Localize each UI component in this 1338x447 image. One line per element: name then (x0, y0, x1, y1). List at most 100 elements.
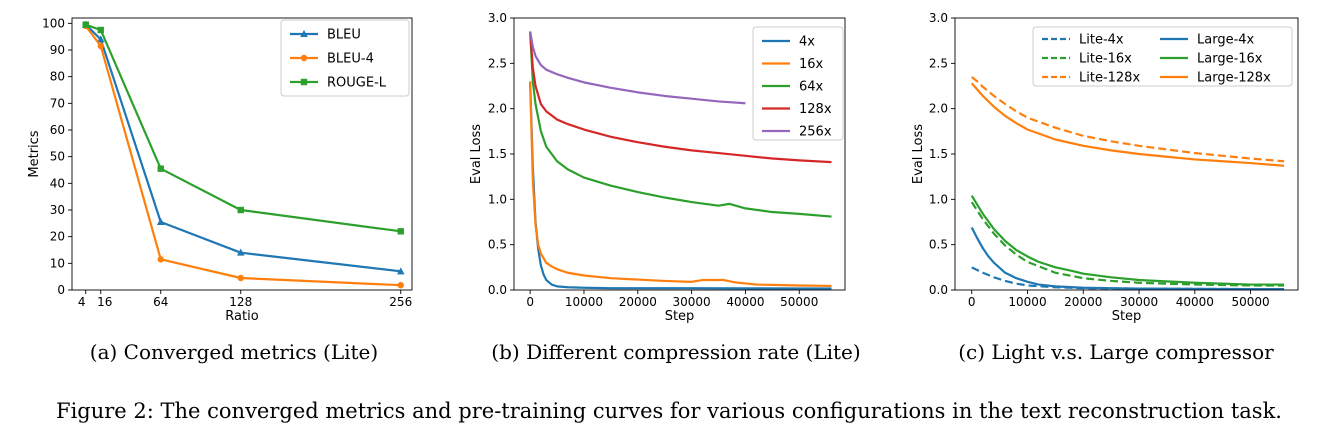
series-group-b (529, 31, 832, 290)
legend-box-b (752, 26, 844, 141)
legend-label-b-128x: 128x (799, 102, 832, 117)
series-line-b-128x (529, 31, 832, 164)
y-tick-label-c-3: 1.5 (929, 147, 948, 161)
y-axis-label-a: Metrics (27, 130, 42, 177)
panel-b-compression-rate: 0 10000 20000 30000 40000 50000 0.0 0.5 1.0 1.5 2.… (469, 11, 846, 324)
point-a-bleu-4-3 (237, 274, 244, 282)
legend-label-c-lite-16x: Lite-16x (1079, 52, 1132, 67)
point-a-rouge-l-3 (237, 206, 244, 214)
y-tick-label-c-4: 2.0 (929, 102, 948, 116)
y-tick-label-c-6: 3.0 (929, 11, 948, 25)
x-tick-label-b-4: 40000 (726, 295, 764, 309)
legend-label-c-large-16x: Large-16x (1197, 52, 1263, 67)
x-tick-label-a-3: 128 (229, 295, 252, 309)
y-tick-label-b-3: 1.5 (488, 147, 507, 161)
y-tick-label-a-4: 40 (50, 176, 65, 190)
y-tick-label-a-6: 60 (50, 123, 65, 137)
y-tick-label-c-5: 2.5 (929, 56, 948, 70)
point-a-rouge-l-4 (397, 228, 404, 235)
y-tick-label-b-5: 2.5 (488, 56, 507, 70)
legend-label-a-bleu: BLEU (327, 28, 361, 43)
point-a-bleu-1 (96, 35, 105, 43)
legend-label-b-4x: 4x (799, 35, 815, 50)
series-line-b-16x (529, 81, 832, 288)
y-tick-label-a-8: 80 (50, 70, 65, 84)
y-tick-label-a-5: 50 (50, 150, 65, 164)
panel-a-converged-metrics: 4 16 64 128 256 0 10 20 30 40 50 60 70 80 90 100 Ratio Me… (27, 16, 413, 324)
point-a-rouge-l-1 (97, 26, 104, 34)
series-line-c-large-4x (970, 226, 1285, 291)
x-tick-label-a-2: 64 (153, 295, 168, 309)
legend-label-a-rouge-l: ROUGE-L (327, 76, 387, 91)
series-line-c-lite-128x (971, 76, 1285, 163)
x-tick-label-c-0: 0 (968, 295, 976, 309)
figure-caption: Figure 2: The converged metrics and pre-… (56, 399, 1282, 423)
legend-c: Lite-4x Lite-16x Lite-128x Large-4x Large-16… (1032, 26, 1293, 87)
y-tick-label-c-2: 1.0 (929, 192, 948, 206)
caption-a: (a) Converged metrics (Lite) (90, 340, 378, 364)
x-tick-label-c-5: 50000 (1231, 295, 1269, 309)
y-tick-label-c-1: 0.5 (929, 238, 948, 252)
point-a-rouge-l-0 (82, 21, 89, 28)
point-a-bleu-4-1 (97, 42, 104, 50)
point-a-bleu-2 (156, 218, 165, 225)
caption-b: (b) Different compression rate (Lite) (491, 340, 860, 364)
y-tick-label-b-1: 0.5 (488, 238, 507, 252)
x-tick-label-c-2: 20000 (1064, 295, 1102, 309)
y-tick-label-b-6: 3.0 (488, 11, 507, 25)
legend-box-c (1032, 26, 1293, 87)
point-a-rouge-l-2 (157, 165, 164, 172)
x-tick-label-a-4: 256 (389, 295, 412, 309)
x-tick-label-c-3: 30000 (1120, 295, 1158, 309)
y-tick-label-a-2: 20 (50, 230, 65, 244)
series-group-a (81, 20, 405, 289)
legend-label-b-256x: 256x (799, 125, 832, 140)
legend-marker-a-bleu (300, 30, 308, 37)
legend-b: 4x 16x 64x 128x 256x (752, 26, 844, 141)
y-tick-label-b-2: 1.0 (488, 192, 507, 206)
x-tick-label-c-1: 10000 (1008, 295, 1046, 309)
legend-label-b-16x: 16x (799, 57, 824, 72)
legend-label-c-large-128x: Large-128x (1197, 71, 1271, 86)
legend-a: BLEU BLEU-4 ROUGE-L (280, 19, 410, 97)
point-a-bleu-4-2 (157, 256, 164, 263)
y-tick-label-c-0: 0.0 (929, 283, 948, 297)
x-tick-label-a-0: 4 (78, 295, 86, 309)
legend-label-b-64x: 64x (799, 80, 824, 95)
legend-label-c-lite-4x: Lite-4x (1079, 33, 1124, 48)
y-tick-label-a-1: 10 (50, 256, 65, 270)
x-tick-label-c-4: 40000 (1176, 295, 1214, 309)
y-tick-label-b-0: 0.0 (488, 283, 507, 297)
legend-box-a (280, 19, 410, 97)
point-a-bleu-4-4 (397, 282, 404, 289)
axes-frame-a (71, 17, 413, 291)
y-axis-label-c: Eval Loss (911, 124, 926, 184)
series-line-b-64x (529, 31, 832, 218)
x-axis-label-b: Step (665, 309, 695, 324)
series-line-b-256x (529, 31, 746, 105)
x-axis-label-c: Step (1112, 309, 1142, 324)
panel-c-light-vs-large: 0 10000 20000 30000 40000 50000 0.0 0.5 1.0 1.5 2.… (911, 11, 1299, 324)
x-tick-label-b-1: 10000 (565, 295, 603, 309)
legend-marker-a-bleu-4 (300, 54, 308, 62)
y-tick-label-a-9: 90 (50, 43, 65, 57)
x-tick-label-b-2: 20000 (619, 295, 657, 309)
series-line-c-large-16x (970, 195, 1285, 286)
point-a-bleu-4 (396, 267, 405, 275)
series-line-c-large-128x (970, 82, 1285, 167)
y-tick-label-b-4: 2.0 (488, 102, 507, 116)
legend-label-a-bleu-4: BLEU-4 (327, 52, 374, 67)
y-axis-label-b: Eval Loss (469, 124, 484, 184)
series-line-c-lite-16x (970, 201, 1285, 287)
point-a-bleu-3 (236, 248, 245, 256)
x-tick-label-b-5: 50000 (780, 295, 818, 309)
y-tick-label-a-7: 70 (50, 96, 65, 110)
x-tick-label-a-1: 16 (97, 295, 112, 309)
legend-label-c-lite-128x: Lite-128x (1079, 71, 1140, 86)
x-axis-label-a: Ratio (225, 309, 258, 324)
y-tick-label-a-3: 30 (50, 203, 65, 217)
y-tick-label-a-0: 0 (57, 283, 65, 297)
legend-marker-a-rouge-l (300, 78, 308, 86)
legend-label-c-large-4x: Large-4x (1197, 33, 1255, 48)
